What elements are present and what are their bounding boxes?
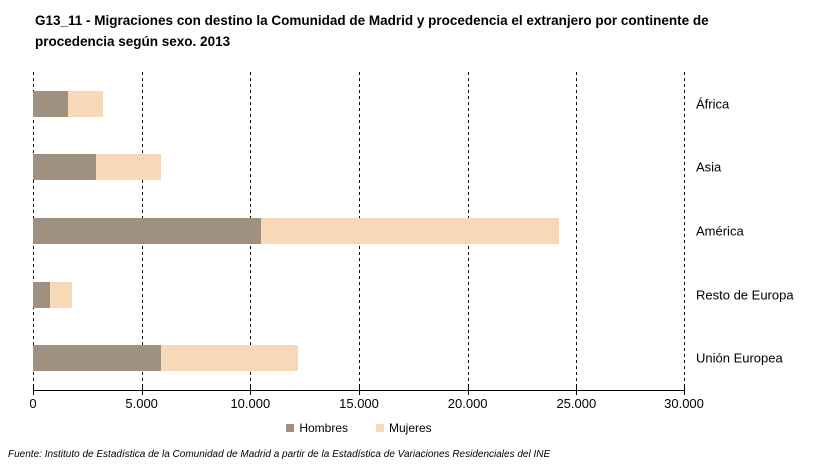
legend: Hombres Mujeres xyxy=(33,421,685,435)
gridline xyxy=(684,72,685,390)
bar-segment-mujeres xyxy=(50,281,73,308)
x-axis-tick-labels: 0 5.000 10.000 15.000 20.000 25.000 30.000 xyxy=(29,396,704,412)
category-label: América xyxy=(696,223,744,239)
category-label: África xyxy=(696,96,730,112)
source-note: Fuente: Instituto de Estadística de la C… xyxy=(8,449,551,460)
bar-segment-hombres xyxy=(33,218,262,244)
bar-segment-hombres xyxy=(33,345,162,372)
plot-area xyxy=(33,72,685,395)
category-labels: África Asia América Resto de Europa Unión Eu… xyxy=(696,72,814,390)
category-label: Asia xyxy=(696,159,722,175)
chart-title: G13_11 - Migraciones con destino la Comu… xyxy=(35,13,709,49)
x-tick-label: 20.000 xyxy=(447,396,488,411)
legend-label-hombres: Hombres xyxy=(299,421,348,435)
bar-segment-mujeres xyxy=(161,345,299,372)
axis-tick xyxy=(250,386,252,395)
category-label: Unión Europea xyxy=(696,350,783,366)
gridline xyxy=(576,72,578,390)
bar-segment-hombres xyxy=(33,281,51,308)
axis-tick xyxy=(684,386,685,395)
axis-tick xyxy=(467,386,469,395)
x-tick-label: 0 xyxy=(29,396,37,411)
bar-segment-mujeres xyxy=(96,154,162,181)
bar-segment-mujeres xyxy=(261,218,559,244)
bar-segment-hombres xyxy=(33,90,68,117)
category-label: Resto de Europa xyxy=(696,287,794,303)
axis-tick xyxy=(33,386,34,395)
x-tick-label: 30.000 xyxy=(664,396,704,411)
axis-tick xyxy=(141,386,143,395)
x-tick-label: 25.000 xyxy=(556,396,597,411)
legend-item-mujeres: Mujeres xyxy=(376,421,432,435)
legend-label-mujeres: Mujeres xyxy=(389,421,432,435)
x-tick-label: 10.000 xyxy=(230,396,271,411)
bar-segment-hombres xyxy=(33,154,97,181)
axis-tick xyxy=(359,386,360,395)
legend-item-hombres: Hombres xyxy=(286,421,348,435)
hombres-swatch-icon xyxy=(286,424,295,432)
x-tick-label: 15.000 xyxy=(339,396,379,411)
bar-segment-mujeres xyxy=(67,90,103,117)
mujeres-swatch-icon xyxy=(376,424,384,432)
x-tick-label: 5.000 xyxy=(125,396,158,411)
axis-tick xyxy=(576,386,578,395)
